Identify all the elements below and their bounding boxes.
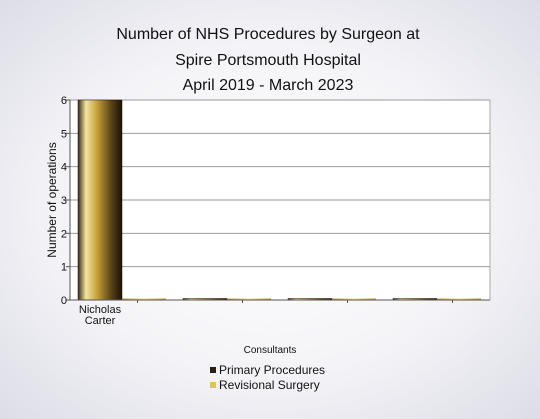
bar-revisional-3 [437,298,481,300]
y-tick-label: 5 [61,128,67,140]
y-tick-label: 3 [61,195,67,207]
bar-revisional-1 [227,298,271,300]
y-tick-label: 1 [61,262,67,274]
grid-lines [70,99,490,268]
chart-title: Number of NHS Procedures by Surgeon at S… [116,26,420,94]
legend-label-revisional: Revisional Surgery [219,378,320,392]
y-axis-label: Number of operations [45,142,59,257]
y-tick-label: 4 [61,162,67,174]
bar-revisional-0 [122,298,166,300]
x-axis-tick-labels: Nicholas Carter [79,300,453,327]
y-tick-label: 6 [61,95,67,107]
chart-title-line-3: April 2019 - March 2023 [183,77,354,94]
y-axis-ticks: 0 1 2 3 4 5 6 [61,95,70,307]
legend: Primary Procedures Revisional Surgery [210,363,325,392]
bar-revisional-2 [332,298,376,300]
bars [77,99,481,301]
legend-swatch-revisional [210,382,216,388]
y-tick-label: 2 [61,228,67,240]
x-tick-label: Nicholas Carter [79,304,122,327]
chart-title-line-1: Number of NHS Procedures by Surgeon at [116,26,420,43]
legend-swatch-primary [210,367,216,373]
chart-title-line-2: Spire Portsmouth Hospital [175,52,361,69]
bar-primary-0 [77,99,123,301]
x-axis-label: Consultants [244,345,297,356]
y-tick-label: 0 [61,295,67,307]
legend-label-primary: Primary Procedures [219,363,325,377]
